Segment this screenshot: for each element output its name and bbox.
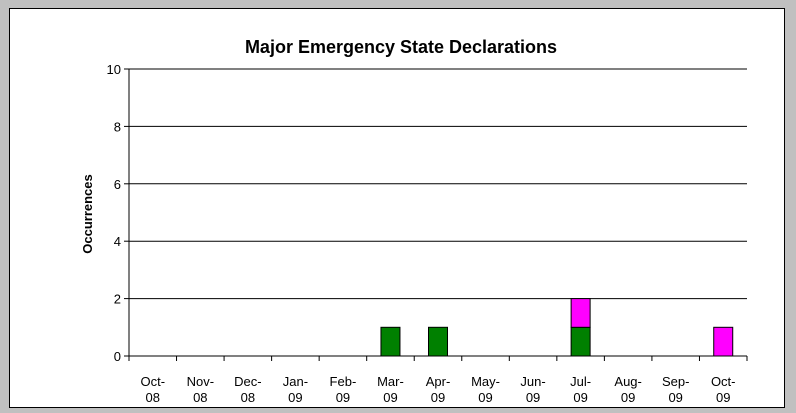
x-tick-label-line1: Jul- — [570, 374, 591, 389]
x-tick-label-line2: 08 — [193, 390, 207, 405]
chart-frame: Major Emergency State Declarations Occur… — [9, 8, 785, 408]
x-tick-label-line1: Nov- — [187, 374, 214, 389]
x-tick-label-line2: 09 — [716, 390, 730, 405]
x-tick-label-line2: 09 — [288, 390, 302, 405]
x-tick-label-line1: Sep- — [662, 374, 689, 389]
bar-series0-9 — [570, 326, 591, 357]
bar-series1-9 — [570, 298, 591, 328]
x-tick-label-line1: Oct- — [140, 374, 165, 389]
gridlines — [129, 68, 747, 300]
x-tick-label-line2: 08 — [241, 390, 255, 405]
x-tick-label-line1: Feb- — [330, 374, 357, 389]
bar-series0-5 — [380, 326, 401, 357]
x-tick-label-line1: Oct- — [711, 374, 736, 389]
x-tick-label-line2: 09 — [621, 390, 635, 405]
x-tick-label-line1: May- — [471, 374, 500, 389]
x-tick-label-line2: 09 — [383, 390, 397, 405]
y-tick-label-0: 0 — [114, 349, 121, 364]
bar-series1-12 — [713, 326, 734, 357]
x-tick-label-line2: 09 — [573, 390, 587, 405]
x-tick-label-line1: Jun- — [520, 374, 545, 389]
x-tick-label-line2: 09 — [336, 390, 350, 405]
x-tick-label-line1: Jan- — [283, 374, 308, 389]
bar-series0-6 — [428, 326, 448, 357]
x-tick-label-line1: Apr- — [426, 374, 451, 389]
y-tick-label-10: 10 — [107, 62, 121, 77]
y-tick-label-2: 2 — [114, 292, 121, 307]
x-tick-label-line2: 09 — [478, 390, 492, 405]
x-tick-label-line2: 09 — [431, 390, 445, 405]
y-axis-label: Occurrences — [80, 174, 95, 254]
x-tick-label-line1: Aug- — [614, 374, 641, 389]
chart-svg: Major Emergency State Declarations Occur… — [80, 37, 748, 405]
x-tick-label-line1: Mar- — [377, 374, 404, 389]
axes — [124, 68, 748, 361]
x-tick-label-line2: 08 — [146, 390, 160, 405]
y-tick-label-8: 8 — [114, 119, 121, 134]
x-tick-label-line2: 09 — [668, 390, 682, 405]
x-tick-label-line1: Dec- — [234, 374, 261, 389]
x-tick-labels: Oct-08Nov-08Dec-08Jan-09Feb-09Mar-09Apr-… — [140, 374, 735, 405]
y-tick-label-6: 6 — [114, 177, 121, 192]
y-tick-labels: 0 2 4 6 8 10 — [107, 62, 121, 364]
y-tick-label-4: 4 — [114, 234, 121, 249]
chart-title: Major Emergency State Declarations — [245, 37, 557, 57]
x-tick-label-line2: 09 — [526, 390, 540, 405]
bars — [380, 298, 734, 357]
